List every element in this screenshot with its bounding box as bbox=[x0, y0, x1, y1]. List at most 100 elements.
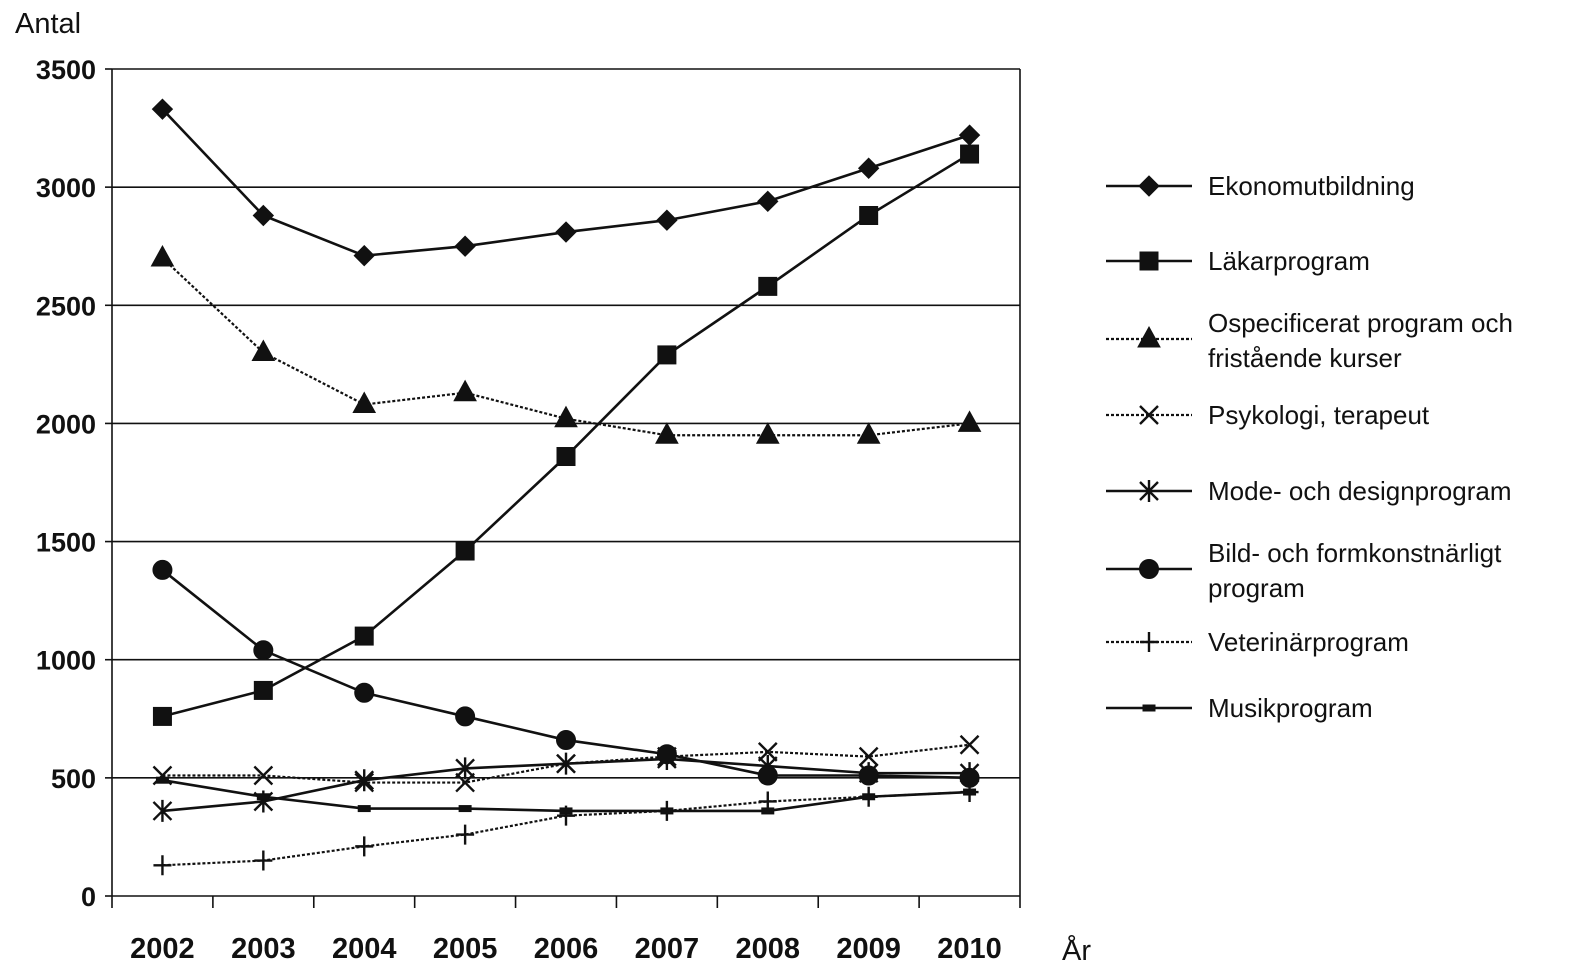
series-line-veterinärprogram bbox=[162, 790, 970, 867]
point-ospecificerat-program-och-fristående-kurser-2003 bbox=[251, 339, 276, 362]
legend-marker bbox=[1142, 704, 1156, 712]
x-tick-label-2005: 2005 bbox=[433, 933, 498, 965]
x-tick-label-2004: 2004 bbox=[332, 933, 397, 965]
point-psykologi-terapeut-2008 bbox=[757, 742, 778, 762]
legend-label: Läkarprogram bbox=[1208, 246, 1370, 276]
legend-marker bbox=[1140, 632, 1158, 652]
point-ospecificerat-program-och-fristående-kurser-2010 bbox=[957, 410, 982, 432]
y-tick-label-1500: 1500 bbox=[36, 528, 96, 558]
point-ospecificerat-program-och-fristående-kurser-2008 bbox=[755, 422, 780, 444]
y-tick-label-3500: 3500 bbox=[36, 55, 96, 85]
legend-marker bbox=[1139, 251, 1159, 271]
legend-label: Musikprogram bbox=[1208, 693, 1373, 723]
x-tick-label-2008: 2008 bbox=[736, 933, 801, 965]
point-ekonomutbildning-2002 bbox=[151, 98, 174, 120]
y-tick-label-0: 0 bbox=[81, 882, 96, 912]
point-läkarprogram-2010 bbox=[960, 144, 980, 164]
point-läkarprogram-2008 bbox=[758, 276, 778, 296]
point-bild-och-formkonstnärligt-program-2006 bbox=[556, 730, 576, 751]
x-tick-label-2010: 2010 bbox=[937, 933, 1002, 965]
point-bild-och-formkonstnärligt-program-2004 bbox=[354, 682, 375, 703]
point-ekonomutbildning-2006 bbox=[555, 221, 577, 243]
point-bild-och-formkonstnärligt-program-2007 bbox=[656, 744, 677, 765]
legend-label: fristående kurser bbox=[1208, 343, 1402, 373]
point-veterinärprogram-2005 bbox=[456, 824, 475, 845]
point-veterinärprogram-2003 bbox=[254, 850, 273, 871]
point-ekonomutbildning-2009 bbox=[857, 157, 880, 179]
legend-entry-bild-och-formkonstnärligt-program: Bild- och formkonstnärligt program bbox=[1106, 538, 1502, 603]
y-tick-label-3000: 3000 bbox=[36, 173, 96, 203]
point-ekonomutbildning-2008 bbox=[757, 190, 779, 213]
y-tick-label-2000: 2000 bbox=[36, 409, 96, 439]
legend-marker bbox=[1139, 480, 1159, 502]
legend-entry-ekonomutbildning: Ekonomutbildning bbox=[1106, 171, 1415, 201]
point-ekonomutbildning-2007 bbox=[656, 209, 678, 231]
legend-entry-psykologi-terapeut: Psykologi, terapeut bbox=[1106, 400, 1430, 430]
x-axis-title: År bbox=[1062, 934, 1091, 967]
x-tick-label-2002: 2002 bbox=[130, 933, 195, 965]
y-axis-title: Antal bbox=[15, 8, 81, 40]
y-tick-label-2500: 2500 bbox=[36, 291, 96, 321]
legend-entry-ospecificerat-program-och-fristående-kurser: Ospecificerat program och fristående kurs… bbox=[1106, 308, 1513, 373]
point-musikprogram-2004 bbox=[357, 805, 371, 813]
point-ekonomutbildning-2003 bbox=[252, 204, 275, 227]
legend-entry-musikprogram: Musikprogram bbox=[1106, 693, 1373, 723]
point-psykologi-terapeut-2005 bbox=[455, 772, 475, 793]
point-ekonomutbildning-2005 bbox=[454, 235, 476, 257]
point-bild-och-formkonstnärligt-program-2009 bbox=[858, 765, 879, 786]
point-mode-och-designprogram-2006 bbox=[556, 752, 576, 775]
point-ospecificerat-program-och-fristående-kurser-2002 bbox=[150, 244, 175, 267]
point-musikprogram-2010 bbox=[963, 788, 977, 796]
point-musikprogram-2007 bbox=[660, 807, 674, 815]
point-läkarprogram-2009 bbox=[859, 205, 879, 225]
x-tick-label-2003: 2003 bbox=[231, 933, 296, 965]
series-läkarprogram bbox=[152, 144, 980, 726]
point-ospecificerat-program-och-fristående-kurser-2004 bbox=[352, 391, 377, 414]
series-veterinärprogram bbox=[153, 782, 979, 876]
point-psykologi-terapeut-2010 bbox=[959, 734, 980, 755]
point-veterinärprogram-2002 bbox=[153, 855, 172, 876]
point-mode-och-designprogram-2004 bbox=[354, 769, 375, 792]
point-psykologi-terapeut-2009 bbox=[858, 746, 879, 767]
legend: Ekonomutbildning Läkarprogram Ospecificera… bbox=[1106, 171, 1513, 723]
legend-marker bbox=[1137, 325, 1161, 348]
legend-entry-läkarprogram: Läkarprogram bbox=[1106, 246, 1370, 276]
legend-marker bbox=[1139, 405, 1159, 425]
point-läkarprogram-2002 bbox=[152, 706, 172, 726]
point-läkarprogram-2005 bbox=[455, 541, 475, 561]
legend-label: Veterinärprogram bbox=[1208, 627, 1409, 657]
point-musikprogram-2002 bbox=[155, 776, 169, 784]
series-ospecificerat-program-och-fristående-kurser bbox=[150, 244, 982, 444]
legend-entry-veterinärprogram: Veterinärprogram bbox=[1106, 627, 1409, 657]
point-musikprogram-2003 bbox=[256, 793, 270, 801]
tick-labels: 0 500 1000 1500 2000 2500 3000 3500 2002 2003 2004… bbox=[36, 55, 1002, 965]
point-musikprogram-2005 bbox=[458, 805, 472, 813]
point-psykologi-terapeut-2003 bbox=[253, 765, 274, 786]
point-musikprogram-2009 bbox=[862, 793, 876, 801]
point-mode-och-designprogram-2002 bbox=[152, 799, 173, 822]
point-läkarprogram-2006 bbox=[556, 447, 576, 467]
point-läkarprogram-2004 bbox=[354, 626, 374, 646]
point-mode-och-designprogram-2005 bbox=[455, 757, 475, 780]
point-ospecificerat-program-och-fristående-kurser-2007 bbox=[655, 422, 679, 444]
legend-entry-mode-och-designprogram: Mode- och designprogram bbox=[1106, 476, 1512, 506]
x-tick-label-2006: 2006 bbox=[534, 933, 599, 965]
point-bild-och-formkonstnärligt-program-2005 bbox=[455, 706, 476, 727]
point-läkarprogram-2007 bbox=[657, 345, 677, 365]
point-ekonomutbildning-2010 bbox=[958, 124, 981, 146]
point-ekonomutbildning-2004 bbox=[353, 244, 375, 267]
point-bild-och-formkonstnärligt-program-2008 bbox=[757, 765, 778, 786]
series-ekonomutbildning bbox=[151, 98, 981, 267]
point-bild-och-formkonstnärligt-program-2002 bbox=[152, 559, 173, 580]
y-tick-label-500: 500 bbox=[51, 764, 96, 794]
series-musikprogram bbox=[155, 776, 977, 815]
point-bild-och-formkonstnärligt-program-2003 bbox=[253, 640, 274, 661]
legend-label: Ekonomutbildning bbox=[1208, 171, 1415, 201]
legend-label: Ospecificerat program och bbox=[1208, 308, 1513, 338]
x-tick-label-2007: 2007 bbox=[635, 933, 700, 965]
x-tick-label-2009: 2009 bbox=[836, 933, 901, 965]
point-ospecificerat-program-och-fristående-kurser-2006 bbox=[554, 405, 578, 428]
series-bild-och-formkonstnärligt-program bbox=[152, 559, 980, 788]
point-musikprogram-2006 bbox=[559, 807, 573, 815]
